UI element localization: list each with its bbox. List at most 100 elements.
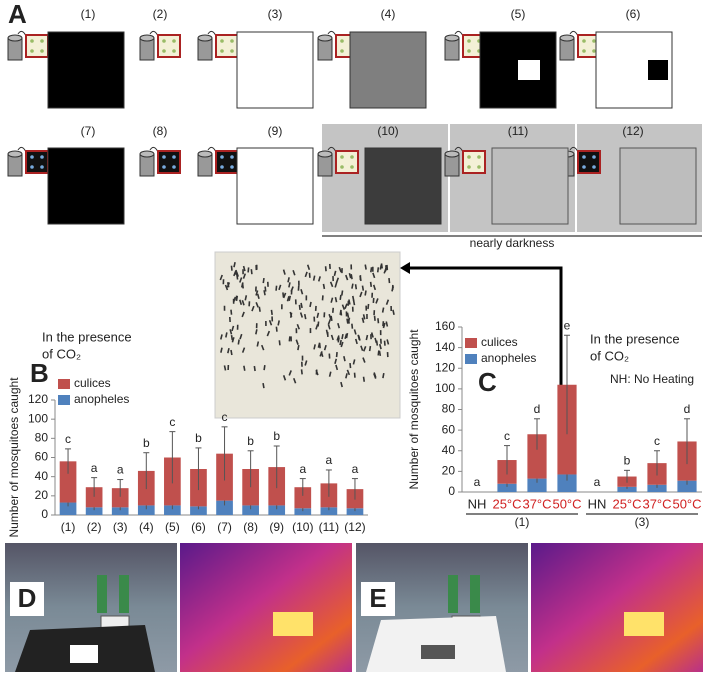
led: [582, 49, 586, 53]
mosquito: [329, 281, 334, 288]
arrow: [408, 266, 563, 400]
mosquito: [260, 344, 265, 351]
mosquito: [362, 314, 366, 320]
mosquito: [309, 301, 312, 308]
mosquito: [282, 269, 286, 275]
group-label: (1): [515, 515, 530, 529]
panel-label: C: [478, 367, 497, 397]
mosquito: [330, 297, 334, 303]
error-bar: [564, 334, 570, 435]
mosquito: [335, 277, 340, 284]
x-tick-label: (12): [344, 520, 365, 534]
led: [220, 49, 224, 53]
mosquito: [306, 264, 311, 270]
led: [340, 39, 344, 43]
mosquito: [334, 358, 338, 365]
mosquito: [362, 376, 366, 382]
mosquito: [330, 334, 334, 341]
mosquito: [388, 277, 391, 284]
mosquito: [334, 282, 338, 288]
led: [582, 39, 586, 43]
mosquito: [231, 325, 235, 332]
mosquito: [338, 266, 342, 273]
bottle: [119, 575, 129, 613]
mosquito: [241, 299, 245, 306]
y-tick-label: 40: [442, 443, 456, 457]
brick: [421, 645, 455, 659]
x-tick-label: (10): [292, 520, 313, 534]
mosquito: [289, 311, 293, 318]
panel-title: (2): [153, 7, 168, 21]
x-tick-label: 25°C: [612, 496, 641, 511]
error-bar: [247, 450, 254, 488]
mosquito: [241, 311, 245, 318]
cylinder-top: [139, 150, 155, 158]
y-tick-label: 160: [435, 319, 455, 333]
x-tick-label: (9): [269, 520, 284, 534]
mosquito: [375, 298, 379, 304]
mosquito: [392, 309, 395, 315]
panel-label: E: [369, 583, 386, 613]
significance: a: [91, 461, 98, 475]
mosquito: [384, 265, 388, 271]
mosquito: [288, 282, 291, 288]
mosquito: [372, 272, 376, 279]
bar: [346, 508, 364, 515]
mosquito: [255, 290, 259, 296]
label-box: [361, 582, 395, 616]
mosquito: [251, 305, 255, 312]
mosquito: [328, 313, 332, 320]
panel-title: (11): [508, 124, 528, 138]
error-bar: [169, 431, 176, 484]
error-bar: [684, 418, 690, 465]
y-tick-label: 0: [448, 484, 455, 498]
mosquito: [288, 370, 292, 376]
mosquito: [244, 295, 248, 301]
arrow-head: [400, 262, 410, 274]
mosquito: [278, 340, 281, 346]
bar: [320, 507, 338, 515]
annotation: In the presence: [590, 331, 680, 346]
mosquito: [255, 329, 258, 335]
mosquito: [339, 294, 342, 300]
y-tick-label: 60: [442, 422, 456, 436]
led: [40, 49, 44, 53]
mosquito: [292, 269, 296, 276]
mosquito: [317, 321, 320, 327]
x-tick-label: (5): [165, 520, 180, 534]
error-bar: [351, 478, 358, 500]
led: [582, 165, 586, 169]
error-bar: [299, 478, 306, 496]
trap-box: [215, 34, 239, 58]
trap-box: [335, 150, 359, 174]
legend-label: anopheles: [74, 392, 129, 406]
mosquito: [350, 274, 353, 280]
mosquito: [297, 345, 300, 351]
mosquito: [253, 365, 256, 372]
panel-title: (7): [81, 124, 96, 138]
significance: b: [247, 434, 254, 448]
x-tick-label: (1): [61, 520, 76, 534]
error-bar: [91, 477, 98, 497]
bar: [111, 488, 129, 508]
mosquito: [376, 267, 380, 273]
legend-swatch: [58, 395, 70, 405]
y-axis-label: Number of mosquitoes caught: [7, 377, 21, 538]
mosquito: [362, 357, 366, 363]
mosquito: [304, 271, 308, 278]
mosquito: [361, 285, 365, 291]
y-tick-label: 0: [41, 507, 48, 521]
mosquito: [263, 290, 266, 296]
mosquito: [319, 351, 323, 357]
annotation: of CO₂: [42, 346, 81, 361]
mosquito: [300, 302, 303, 309]
mosquito: [242, 273, 247, 279]
cylinder-top: [139, 34, 155, 42]
note: nearly darkness: [470, 236, 555, 250]
y-tick-label: 120: [435, 360, 455, 374]
error-bar: [117, 479, 124, 497]
mosquito: [378, 343, 382, 350]
cylinder-top: [197, 150, 213, 158]
mosquito: [373, 373, 377, 379]
mosquito: [340, 381, 343, 388]
